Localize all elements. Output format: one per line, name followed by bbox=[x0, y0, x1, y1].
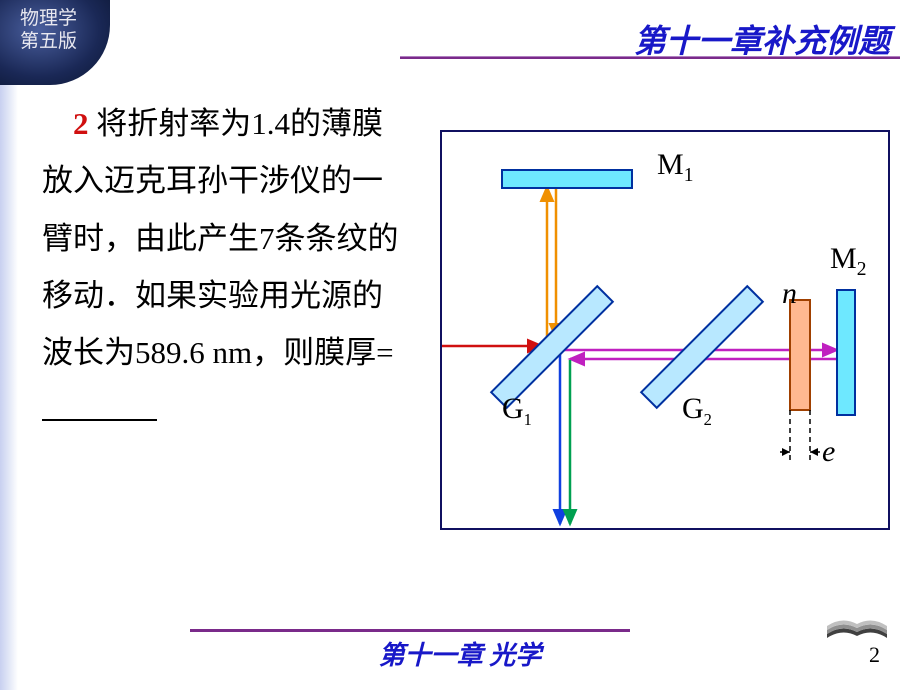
footer-chapter: 第十一章 光学 bbox=[0, 635, 920, 672]
slide-header: 物理学 第五版 第十一章补充例题 bbox=[0, 0, 920, 70]
label-m2: M2 bbox=[830, 242, 866, 281]
page-number: 2 bbox=[869, 642, 880, 668]
problem-body: 将折射率为1.4的薄膜放入迈克耳孙干涉仪的一臂时，由此产生7条条纹的移动．如果实… bbox=[42, 106, 399, 370]
e-arrow-lh bbox=[782, 448, 790, 456]
michelson-diagram: M1 M2 n G1 G2 e bbox=[440, 130, 890, 530]
label-g1: G1 bbox=[502, 392, 532, 430]
problem-number: 2 bbox=[73, 106, 89, 141]
compensator-g2 bbox=[641, 286, 763, 408]
corner-logo-text: 物理学 第五版 bbox=[20, 8, 77, 54]
e-arrow-rh bbox=[810, 448, 818, 456]
footer-divider bbox=[190, 629, 630, 632]
left-decorative-strip bbox=[0, 85, 18, 690]
mirror-m2 bbox=[837, 290, 855, 415]
label-m1: M1 bbox=[657, 148, 693, 187]
thin-film bbox=[790, 300, 810, 410]
diagram-svg bbox=[442, 132, 892, 532]
label-g2: G2 bbox=[682, 392, 712, 430]
book-icon bbox=[822, 602, 892, 642]
label-e: e bbox=[822, 435, 835, 469]
textbook-name: 物理学 bbox=[20, 8, 77, 29]
textbook-edition: 第五版 bbox=[20, 31, 77, 52]
header-divider bbox=[400, 56, 900, 59]
problem-statement: 2 将折射率为1.4的薄膜放入迈克耳孙干涉仪的一臂时，由此产生7条条纹的移动．如… bbox=[42, 95, 412, 439]
label-n: n bbox=[782, 277, 797, 311]
mirror-m1 bbox=[502, 170, 632, 188]
answer-blank bbox=[42, 393, 157, 421]
